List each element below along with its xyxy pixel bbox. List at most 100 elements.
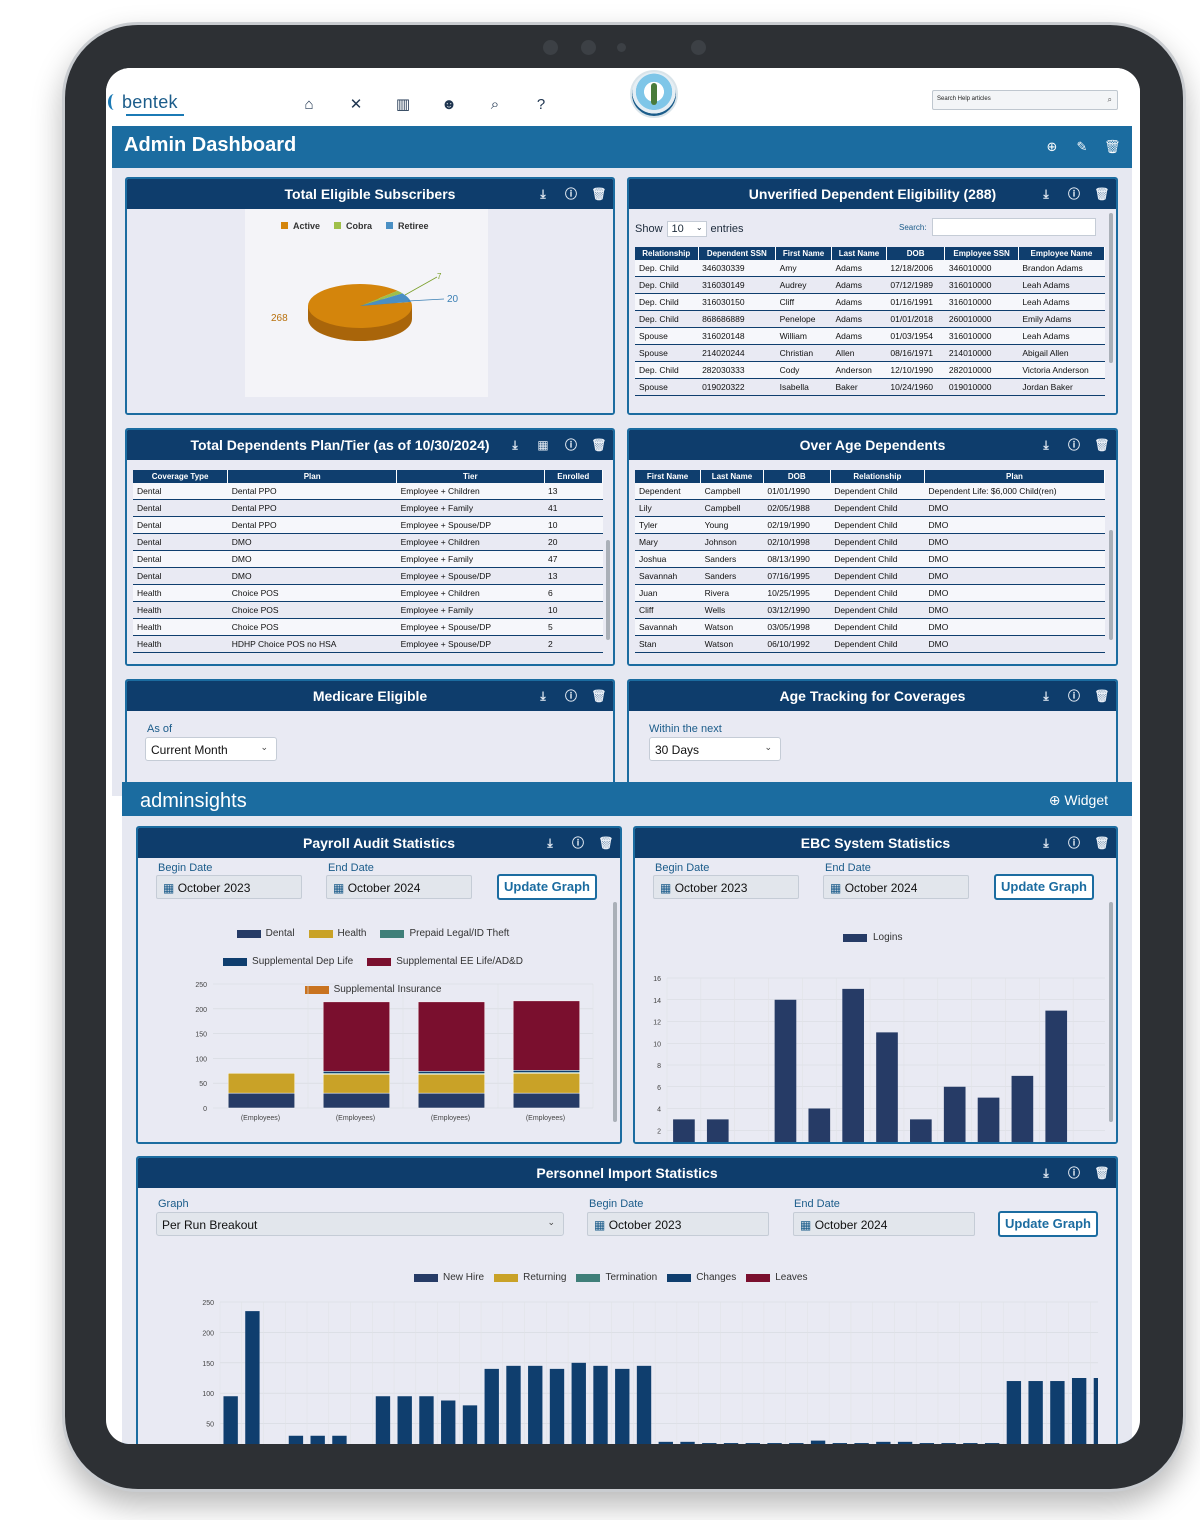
download-icon[interactable]: ⤓ xyxy=(1043,836,1049,850)
table-row[interactable]: Dep. Child 316030150 Cliff Adams 01/16/1991 3… xyxy=(635,293,1105,311)
column-header[interactable]: Last Name xyxy=(831,247,887,260)
trash-icon[interactable]: 🗑 xyxy=(1094,836,1110,850)
info-icon[interactable]: ⓘ xyxy=(564,438,577,452)
table-row[interactable]: Health Choice POS Employee + Children 6 xyxy=(133,584,603,602)
column-header[interactable]: Employee SSN xyxy=(944,247,1019,260)
table-row[interactable]: Dental Dental PPO Employee + Family 41 xyxy=(133,499,603,517)
info-icon[interactable]: ⓘ xyxy=(1067,187,1080,201)
scrollbar[interactable] xyxy=(606,540,610,640)
search-icon[interactable]: ⌕ xyxy=(490,95,500,113)
table-row[interactable]: Dental DMO Employee + Children 20 xyxy=(133,533,603,551)
table-row[interactable]: Health Choice POS Employee + Spouse/DP 5 xyxy=(133,618,603,636)
info-icon[interactable]: ⓘ xyxy=(564,689,577,703)
building-icon[interactable]: ▥ xyxy=(395,96,411,113)
bentek-logo[interactable]: bentek xyxy=(108,92,178,113)
column-header[interactable]: DOB xyxy=(763,470,831,483)
column-header[interactable]: Tier xyxy=(396,470,545,483)
update-graph-button[interactable]: Update Graph xyxy=(998,1211,1098,1237)
table-row[interactable]: Spouse 019020322 Isabella Baker 10/24/1960 01… xyxy=(635,378,1105,396)
table-row[interactable]: Dental Dental PPO Employee + Spouse/DP 10 xyxy=(133,516,603,534)
help-icon[interactable]: ? xyxy=(536,95,546,113)
column-header[interactable]: DOB xyxy=(886,247,946,260)
column-header[interactable]: Relationship xyxy=(830,470,926,483)
info-icon[interactable]: ⓘ xyxy=(1067,689,1080,703)
update-graph-button[interactable]: Update Graph xyxy=(497,874,597,900)
table-row[interactable]: Cliff Wells 03/12/1990 Dependent Child DMO xyxy=(635,601,1105,619)
within-select[interactable]: 30 Days ⌄ xyxy=(649,737,781,761)
table-row[interactable]: Spouse 214020244 Christian Allen 08/16/1971 2… xyxy=(635,344,1105,362)
entries-select[interactable]: 10 ⌄ xyxy=(666,221,707,237)
column-header[interactable]: Employee Name xyxy=(1018,247,1105,260)
home-icon[interactable]: ⌂ xyxy=(304,95,314,113)
info-icon[interactable]: ⓘ xyxy=(1067,1166,1080,1180)
table-row[interactable]: Savannah Sanders 07/16/1995 Dependent Child… xyxy=(635,567,1105,585)
column-header[interactable]: Dependent SSN xyxy=(698,247,777,260)
info-icon[interactable]: ⓘ xyxy=(1067,438,1080,452)
tools-icon[interactable]: ✕ xyxy=(349,96,363,113)
table-row[interactable]: Lily Campbell 02/05/1988 Dependent Child DMO xyxy=(635,499,1105,517)
table-row[interactable]: Dep. Child 346030339 Amy Adams 12/18/2006 346… xyxy=(635,260,1105,277)
scrollbar[interactable] xyxy=(1109,213,1113,363)
table-row[interactable]: Dep. Child 868686889 Penelope Adams 01/01/20… xyxy=(635,310,1105,328)
table-row[interactable]: Dental Dental PPO Employee + Children 13 xyxy=(133,483,603,500)
table-row[interactable]: Tyler Young 02/19/1990 Dependent Child DMO xyxy=(635,516,1105,534)
scrollbar[interactable] xyxy=(1109,902,1113,1122)
table-row[interactable]: Joshua Sanders 08/13/1990 Dependent Child DM… xyxy=(635,550,1105,568)
column-header[interactable]: First Name xyxy=(775,247,833,260)
download-icon[interactable]: ⤓ xyxy=(540,187,546,201)
trash-icon[interactable]: 🗑 xyxy=(591,689,607,703)
help-search-input[interactable]: Search Help articles ⌕ xyxy=(932,90,1118,110)
column-header[interactable]: First Name xyxy=(635,470,702,483)
table-row[interactable]: Dep. Child 282030333 Cody Anderson 12/10/199… xyxy=(635,361,1105,379)
table-row[interactable]: Dependent Campbell 01/01/1990 Dependent Chi… xyxy=(635,483,1105,500)
end-date-input[interactable]: ▦ October 2024 xyxy=(823,875,969,899)
end-date-input[interactable]: ▦ October 2024 xyxy=(326,875,472,899)
table-row[interactable]: Spouse 316020148 William Adams 01/03/1954 316… xyxy=(635,327,1105,345)
update-graph-button[interactable]: Update Graph xyxy=(994,874,1094,900)
info-icon[interactable]: ⓘ xyxy=(571,836,584,850)
table-row[interactable]: Stan Watson 06/10/1992 Dependent Child DMO xyxy=(635,635,1105,653)
begin-date-input[interactable]: ▦ October 2023 xyxy=(653,875,799,899)
begin-date-input[interactable]: ▦ October 2023 xyxy=(587,1212,769,1236)
trash-icon[interactable]: 🗑 xyxy=(1104,139,1121,154)
download-icon[interactable]: ⤓ xyxy=(1043,187,1049,201)
table-row[interactable]: Dental DMO Employee + Family 47 xyxy=(133,550,603,568)
add-circle-icon[interactable]: ⊕ xyxy=(1046,139,1058,154)
info-icon[interactable]: ⓘ xyxy=(1067,836,1080,850)
scrollbar[interactable] xyxy=(1109,530,1113,640)
table-row[interactable]: Health Choice POS Employee + Family 10 xyxy=(133,601,603,619)
calendar-icon[interactable]: ▦ xyxy=(537,438,549,452)
end-date-input[interactable]: ▦ October 2024 xyxy=(793,1212,975,1236)
trash-icon[interactable]: 🗑 xyxy=(1094,689,1110,703)
trash-icon[interactable]: 🗑 xyxy=(598,836,614,850)
graph-select[interactable]: Per Run Breakout ⌄ xyxy=(156,1212,564,1236)
download-icon[interactable]: ⤓ xyxy=(540,689,546,703)
add-widget-button[interactable]: ⊕ Widget xyxy=(1049,792,1108,809)
column-header[interactable]: Last Name xyxy=(700,470,764,483)
trash-icon[interactable]: 🗑 xyxy=(591,438,607,452)
trash-icon[interactable]: 🗑 xyxy=(1094,438,1110,452)
table-row[interactable]: Savannah Watson 03/05/1998 Dependent Child D… xyxy=(635,618,1105,636)
download-icon[interactable]: ⤓ xyxy=(512,438,518,452)
download-icon[interactable]: ⤓ xyxy=(1043,438,1049,452)
trash-icon[interactable]: 🗑 xyxy=(1094,187,1110,201)
table-row[interactable]: Health HDHP Choice POS no HSA Employee + S… xyxy=(133,635,603,653)
download-icon[interactable]: ⤓ xyxy=(1043,689,1049,703)
table-row[interactable]: Juan Rivera 10/25/1995 Dependent Child DMO xyxy=(635,584,1105,602)
table-row[interactable]: Dep. Child 316030149 Audrey Adams 07/12/1989… xyxy=(635,276,1105,294)
trash-icon[interactable]: 🗑 xyxy=(1094,1166,1110,1180)
table-row[interactable]: Mary Johnson 02/10/1998 Dependent Child DMO xyxy=(635,533,1105,551)
people-icon[interactable]: ☻ xyxy=(441,95,457,113)
download-icon[interactable]: ⤓ xyxy=(1043,1166,1049,1180)
scrollbar[interactable] xyxy=(613,902,617,1122)
download-icon[interactable]: ⤓ xyxy=(547,836,553,850)
as-of-select[interactable]: Current Month ⌄ xyxy=(145,737,277,761)
begin-date-input[interactable]: ▦ October 2023 xyxy=(156,875,302,899)
column-header[interactable]: Coverage Type xyxy=(133,470,229,483)
edit-pencil-icon[interactable]: ✎ xyxy=(1076,139,1088,154)
column-header[interactable]: Relationship xyxy=(635,247,699,260)
column-header[interactable]: Plan xyxy=(227,470,398,483)
table-row[interactable]: Dental DMO Employee + Spouse/DP 13 xyxy=(133,567,603,585)
column-header[interactable]: Plan xyxy=(924,470,1105,483)
table-search-input[interactable] xyxy=(932,218,1096,236)
